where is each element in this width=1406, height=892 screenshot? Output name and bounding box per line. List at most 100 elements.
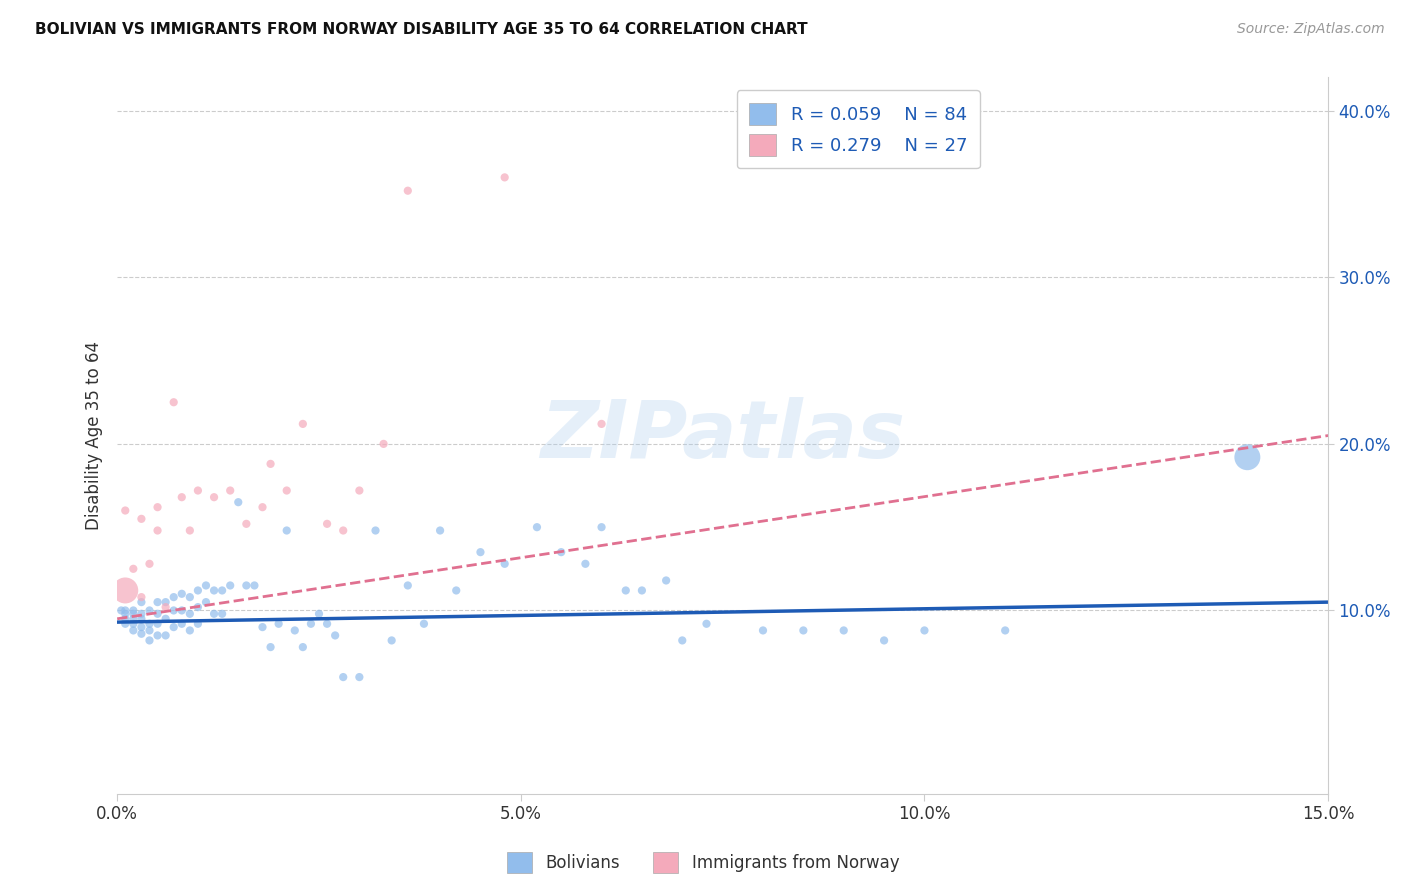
Point — [308, 607, 330, 621]
Point — [179, 524, 201, 538]
Text: BOLIVIAN VS IMMIGRANTS FROM NORWAY DISABILITY AGE 35 TO 64 CORRELATION CHART: BOLIVIAN VS IMMIGRANTS FROM NORWAY DISAB… — [35, 22, 808, 37]
Point — [122, 603, 145, 617]
Point — [202, 583, 225, 598]
Point — [122, 624, 145, 638]
Point — [170, 587, 193, 601]
Point — [349, 670, 371, 684]
Point — [396, 578, 419, 592]
Point — [138, 616, 160, 631]
Point — [252, 500, 274, 515]
Point — [276, 524, 298, 538]
Point — [396, 184, 419, 198]
Point — [591, 520, 613, 534]
Point — [792, 624, 814, 638]
Point — [138, 557, 160, 571]
Point — [226, 495, 249, 509]
Point — [163, 395, 186, 409]
Point — [146, 628, 169, 642]
Point — [219, 578, 242, 592]
Point — [316, 616, 339, 631]
Point — [494, 170, 516, 185]
Point — [291, 417, 314, 431]
Point — [114, 603, 136, 617]
Point — [131, 590, 153, 604]
Point — [695, 616, 717, 631]
Point — [202, 490, 225, 504]
Point — [291, 640, 314, 654]
Point — [114, 503, 136, 517]
Point — [631, 583, 654, 598]
Point — [299, 616, 322, 631]
Point — [138, 633, 160, 648]
Point — [155, 600, 177, 615]
Point — [131, 607, 153, 621]
Point — [284, 624, 307, 638]
Point — [444, 583, 467, 598]
Point — [187, 583, 209, 598]
Point — [316, 516, 339, 531]
Point — [187, 483, 209, 498]
Point — [114, 583, 136, 598]
Point — [170, 490, 193, 504]
Point — [373, 437, 395, 451]
Point — [591, 417, 613, 431]
Point — [131, 512, 153, 526]
Point — [179, 590, 201, 604]
Point — [114, 612, 136, 626]
Point — [211, 583, 233, 598]
Point — [187, 600, 209, 615]
Text: Source: ZipAtlas.com: Source: ZipAtlas.com — [1237, 22, 1385, 37]
Point — [574, 557, 596, 571]
Point — [146, 595, 169, 609]
Point — [110, 603, 132, 617]
Legend: R = 0.059    N = 84, R = 0.279    N = 27: R = 0.059 N = 84, R = 0.279 N = 27 — [737, 90, 980, 169]
Point — [179, 607, 201, 621]
Point — [364, 524, 387, 538]
Point — [146, 524, 169, 538]
Point — [179, 624, 201, 638]
Point — [195, 595, 218, 609]
Point — [211, 607, 233, 621]
Point — [114, 616, 136, 631]
Point — [138, 603, 160, 617]
Y-axis label: Disability Age 35 to 64: Disability Age 35 to 64 — [86, 341, 103, 530]
Point — [470, 545, 492, 559]
Point — [914, 624, 936, 638]
Point — [259, 640, 281, 654]
Legend: Bolivians, Immigrants from Norway: Bolivians, Immigrants from Norway — [501, 846, 905, 880]
Point — [494, 557, 516, 571]
Point — [122, 562, 145, 576]
Point — [614, 583, 637, 598]
Point — [413, 616, 436, 631]
Point — [235, 516, 257, 531]
Point — [323, 628, 346, 642]
Point — [526, 520, 548, 534]
Point — [170, 603, 193, 617]
Point — [138, 624, 160, 638]
Text: ZIPatlas: ZIPatlas — [540, 397, 905, 475]
Point — [219, 483, 242, 498]
Point — [114, 607, 136, 621]
Point — [163, 620, 186, 634]
Point — [873, 633, 896, 648]
Point — [202, 607, 225, 621]
Point — [146, 500, 169, 515]
Point — [131, 612, 153, 626]
Point — [155, 612, 177, 626]
Point — [349, 483, 371, 498]
Point — [170, 616, 193, 631]
Point — [252, 620, 274, 634]
Point — [243, 578, 266, 592]
Point — [655, 574, 678, 588]
Point — [332, 670, 354, 684]
Point — [752, 624, 775, 638]
Point — [155, 628, 177, 642]
Point — [195, 578, 218, 592]
Point — [163, 603, 186, 617]
Point — [267, 616, 290, 631]
Point — [187, 616, 209, 631]
Point — [429, 524, 451, 538]
Point — [235, 578, 257, 592]
Point — [155, 595, 177, 609]
Point — [332, 524, 354, 538]
